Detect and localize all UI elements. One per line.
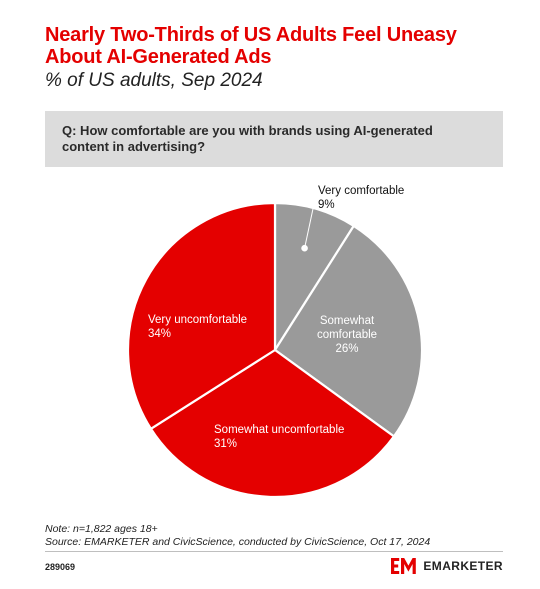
slice-value-label: 9% (318, 199, 335, 211)
slice-category-label: Somewhat (320, 315, 375, 327)
logo-mark-stroke (391, 564, 399, 568)
footer-divider (45, 551, 503, 552)
brand-logo: EMARKETER (391, 557, 503, 575)
leader-line (304, 203, 315, 249)
slice-category-label: Very uncomfortable (148, 314, 247, 326)
chart-id: 289069 (45, 562, 76, 572)
slice-value-label: 26% (335, 343, 358, 355)
slice-label-very-comfortable: Very comfortable 9% (318, 185, 404, 211)
leader-dot (301, 244, 308, 252)
logo-mark-stroke (391, 558, 400, 561)
slice-label-somewhat-comfortable: Somewhat comfortable 26% (317, 315, 377, 355)
slice-category-label: Very comfortable (318, 185, 404, 197)
source-note: Source: EMARKETER and CivicScience, cond… (45, 536, 431, 548)
logo-mark-stroke (391, 571, 400, 574)
logo-mark-stroke (401, 558, 417, 574)
pie-slice-somewhat-comfortable (273, 224, 424, 438)
pie-slice-very-comfortable (273, 201, 355, 352)
chart-subtitle: % of US adults, Sep 2024 (45, 70, 263, 91)
question-text: Q: How comfortable are you with brands u… (62, 123, 433, 154)
question-box: Q: How comfortable are you with brands u… (45, 111, 503, 167)
chart-notes: Note: n=1,822 ages 18+ Source: EMARKETER… (45, 523, 505, 549)
slice-category-label: comfortable (317, 329, 377, 341)
sample-note: Note: n=1,822 ages 18+ (45, 523, 158, 535)
pie-slice-very-uncomfortable (126, 201, 277, 430)
slice-category-label: Somewhat uncomfortable (214, 424, 344, 436)
slice-label-somewhat-uncomfortable: Somewhat uncomfortable 31% (214, 424, 344, 450)
emarketer-logo-icon (391, 558, 417, 574)
chart-title: Nearly Two-Thirds of US Adults Feel Unea… (45, 24, 457, 68)
pie-slice-somewhat-uncomfortable (149, 348, 396, 499)
brand-name: EMARKETER (423, 559, 503, 573)
slice-label-very-uncomfortable: Very uncomfortable 34% (148, 314, 247, 340)
slice-value-label: 34% (148, 328, 171, 340)
slice-value-label: 31% (214, 438, 237, 450)
